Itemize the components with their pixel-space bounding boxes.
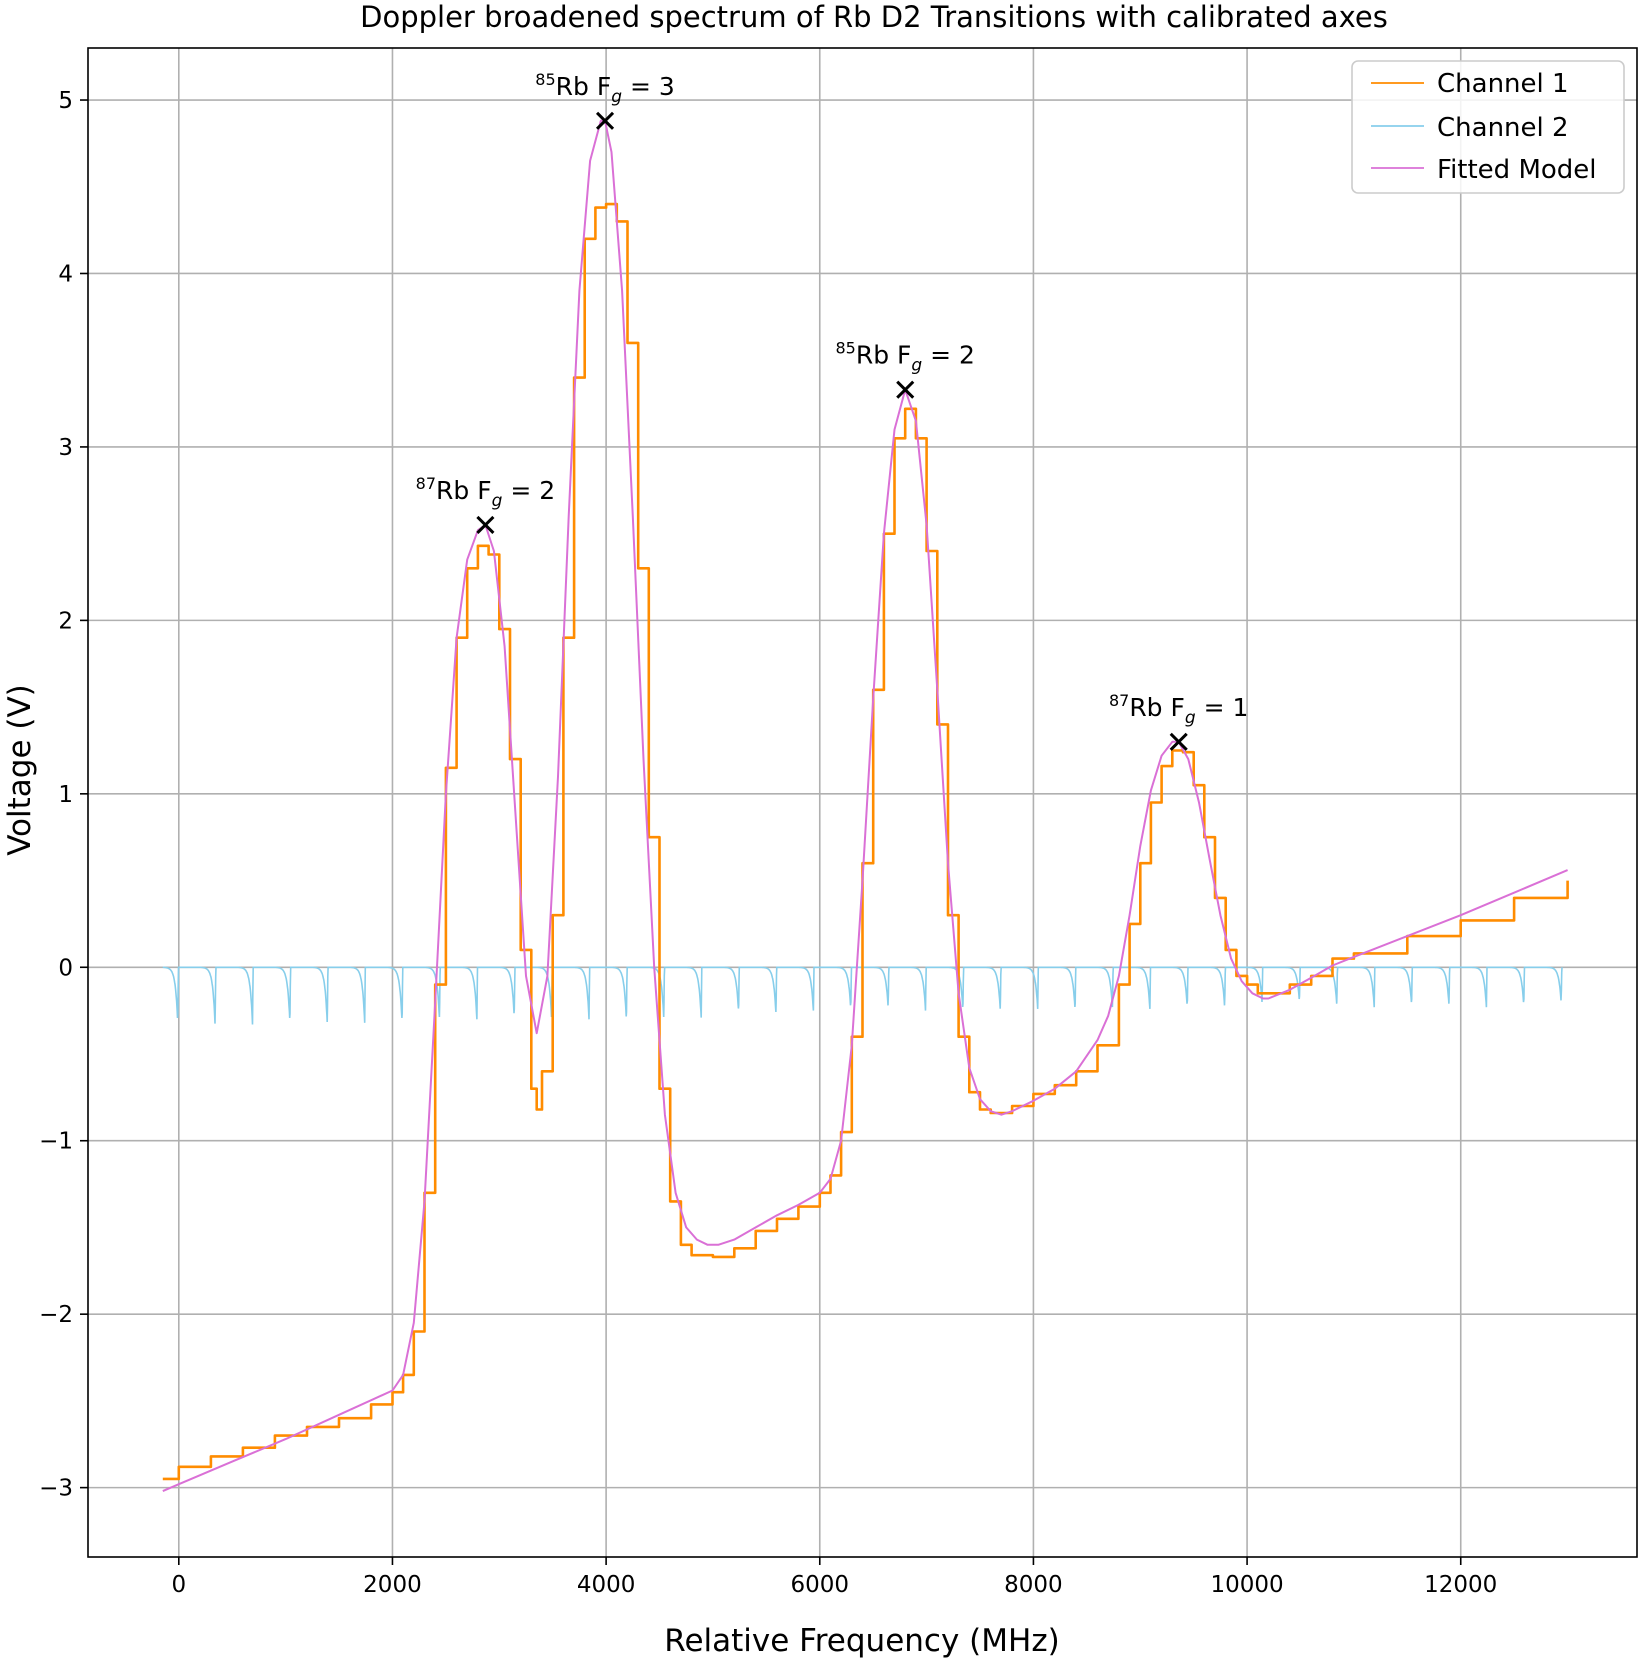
y-tick-label: −2: [39, 1302, 73, 1328]
x-tick-label: 8000: [1004, 1572, 1063, 1598]
peak-label: 85Rb Fg = 2: [835, 339, 974, 376]
peak-label: 87Rb Fg = 2: [416, 474, 555, 511]
x-tick-label: 6000: [790, 1572, 849, 1598]
y-tick-label: 5: [58, 88, 73, 114]
chart-title: Doppler broadened spectrum of Rb D2 Tran…: [360, 0, 1388, 34]
y-tick-label: 1: [58, 782, 73, 808]
peak-markers: 87Rb Fg = 2 85Rb Fg = 3 85Rb Fg = 2 87Rb Fg…: [416, 70, 1248, 751]
peak-marker: [476, 515, 495, 535]
x-axis-ticks: 0 2000 4000 6000 8000 10000 12000: [171, 1557, 1497, 1598]
grid-lines: [88, 48, 1637, 1557]
peak-marker: [1169, 732, 1188, 751]
series-line-channel-1: [162, 202, 1569, 1481]
y-tick-label: 3: [58, 435, 73, 461]
legend-label-channel-2: Channel 2: [1437, 113, 1569, 143]
y-tick-label: 0: [58, 955, 73, 981]
peak-label: 87Rb Fg = 1: [1109, 691, 1248, 728]
y-tick-label: 4: [58, 261, 73, 287]
legend-label-channel-1: Channel 1: [1437, 69, 1569, 99]
legend: Channel 1 Channel 2 Fitted Model: [1351, 60, 1625, 194]
y-axis-title: Voltage (V): [2, 684, 38, 856]
peak-marker: [595, 111, 615, 130]
peak-marker: [896, 380, 915, 399]
x-tick-label: 4000: [577, 1572, 636, 1598]
y-axis-ticks: −3 −2 −1 0 1 2 3 4 5: [39, 88, 88, 1502]
y-tick-label: −1: [39, 1129, 73, 1155]
series-line-fitted-model: [162, 119, 1568, 1493]
y-tick-label: −3: [39, 1476, 73, 1502]
x-tick-label: 12000: [1424, 1572, 1497, 1598]
peak-label: 85Rb Fg = 3: [535, 70, 674, 107]
plot-frame: [87, 47, 1638, 1558]
legend-box: [1351, 60, 1625, 194]
x-axis-title: Relative Frequency (MHz): [664, 1623, 1059, 1659]
x-tick-label: 10000: [1210, 1572, 1283, 1598]
series-layer: [162, 119, 1569, 1493]
x-tick-label: 0: [171, 1572, 186, 1598]
legend-label-fitted-model: Fitted Model: [1437, 155, 1597, 185]
y-tick-label: 2: [58, 608, 73, 634]
x-tick-label: 2000: [363, 1572, 422, 1598]
